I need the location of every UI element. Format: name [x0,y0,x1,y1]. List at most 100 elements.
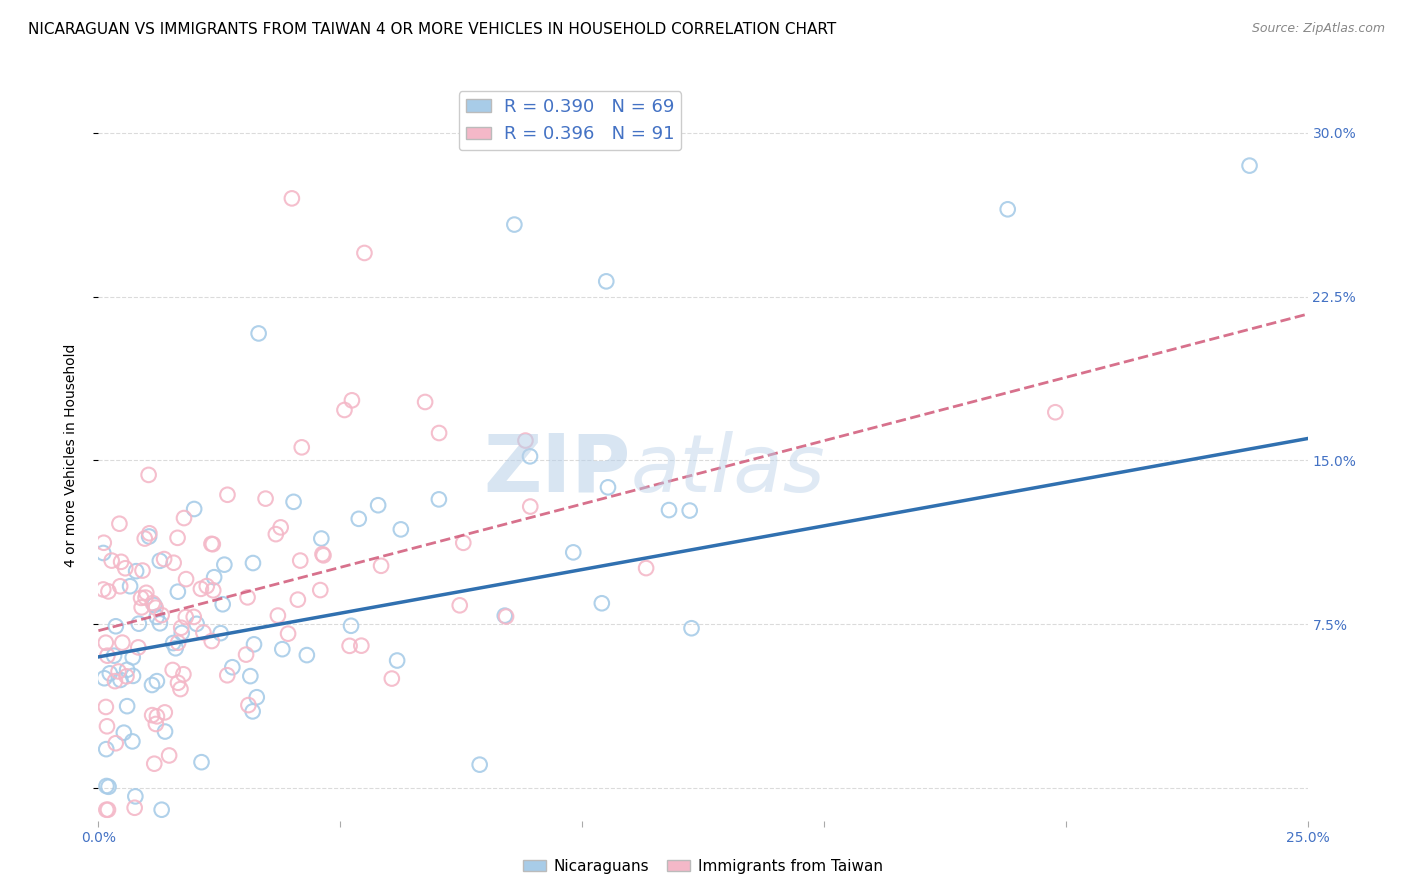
Point [353,246,375,260]
Point [291,440,314,454]
Point [190,582,212,596]
Point [340,393,363,408]
Point [115,663,138,677]
Point [174,572,197,586]
Point [93,671,115,685]
Point [122,669,145,683]
Text: Source: ZipAtlas.com: Source: ZipAtlas.com [1251,22,1385,36]
Point [389,522,412,536]
Point [166,531,188,545]
Point [134,591,156,605]
Point [494,608,516,623]
Point [236,591,259,605]
Point [150,803,173,817]
Point [242,556,264,570]
Text: NICARAGUAN VS IMMIGRANTS FROM TAIWAN 4 OR MORE VEHICLES IN HOUSEHOLD CORRELATION: NICARAGUAN VS IMMIGRANTS FROM TAIWAN 4 O… [28,22,837,37]
Point [287,592,309,607]
Point [108,579,131,593]
Point [96,803,118,817]
Point [658,503,681,517]
Point [128,616,150,631]
Point [146,674,169,689]
Point [267,608,290,623]
Point [97,780,120,794]
Point [96,648,118,663]
Point [162,636,184,650]
Point [347,512,370,526]
Point [153,724,176,739]
Point [217,668,239,682]
Point [309,583,332,598]
Point [515,434,537,448]
Point [679,503,702,517]
Point [242,705,264,719]
Point [195,579,218,593]
Point [138,526,160,541]
Point [311,532,333,546]
Point [193,625,215,640]
Point [173,511,195,525]
Point [104,619,127,633]
Point [107,665,129,679]
Point [427,425,450,440]
Point [209,626,232,640]
Point [172,667,194,681]
Point [121,734,143,748]
Point [468,757,491,772]
Point [170,626,193,640]
Point [495,609,517,624]
Point [97,803,120,817]
Point [167,675,190,690]
Point [519,500,541,514]
Point [174,610,197,624]
Point [131,564,153,578]
Point [163,556,186,570]
Point [202,583,225,598]
Point [145,610,167,624]
Point [142,596,165,610]
Point [112,725,135,739]
Point [281,191,304,205]
Point [110,673,132,687]
Point [145,717,167,731]
Point [264,527,287,541]
Point [247,326,270,341]
Point [238,698,260,712]
Point [96,742,118,756]
Point [183,610,205,624]
Point [200,537,222,551]
Point [169,681,191,696]
Point [681,621,703,635]
Point [111,635,134,649]
Point [115,669,138,683]
Point [91,546,114,560]
Point [141,678,163,692]
Point [94,636,117,650]
Point [124,801,146,815]
Point [370,558,392,573]
Point [595,274,617,288]
Point [135,586,157,600]
Point [211,597,233,611]
Point [997,202,1019,217]
Point [104,736,127,750]
Point [129,591,152,605]
Point [96,779,118,793]
Point [453,536,475,550]
Point [93,535,115,549]
Point [97,584,120,599]
Point [108,516,131,531]
Point [271,642,294,657]
Point [127,640,149,655]
Point [153,552,176,566]
Point [134,532,156,546]
Point [103,648,125,663]
Legend: R = 0.390   N = 69, R = 0.396   N = 91: R = 0.390 N = 69, R = 0.396 N = 91 [458,91,682,151]
Point [150,608,173,623]
Point [277,626,299,640]
Point [170,621,193,635]
Point [239,669,262,683]
Point [290,553,312,567]
Point [519,450,541,464]
Point [503,218,526,232]
